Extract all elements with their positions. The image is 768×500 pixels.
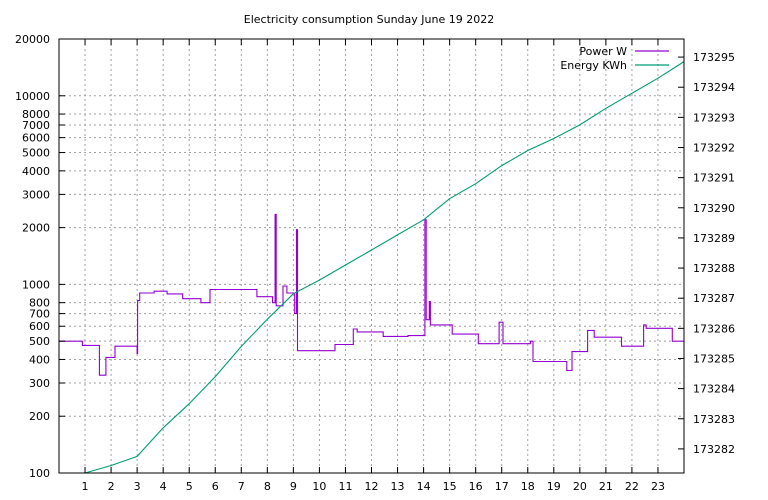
y2-tick-label: 173282 bbox=[693, 443, 735, 456]
power-series-line bbox=[59, 213, 684, 376]
y2-tick-label: 173292 bbox=[693, 142, 735, 155]
x-tick-label: 19 bbox=[547, 480, 561, 493]
x-tick-label: 9 bbox=[290, 480, 297, 493]
y-tick-label: 300 bbox=[29, 377, 50, 390]
y-tick-label: 7000 bbox=[22, 119, 50, 132]
legend-label-energy: Energy KWh bbox=[560, 59, 627, 72]
x-tick-label: 20 bbox=[573, 480, 587, 493]
y-tick-label: 10000 bbox=[15, 90, 50, 103]
y2-tick-label: 173286 bbox=[693, 322, 735, 335]
y-tick-label: 200 bbox=[29, 410, 50, 423]
y2-tick-label: 173293 bbox=[693, 111, 735, 124]
x-tick-label: 23 bbox=[651, 480, 665, 493]
x-tick-label: 4 bbox=[160, 480, 167, 493]
y-tick-label: 700 bbox=[29, 308, 50, 321]
x-tick-label: 18 bbox=[521, 480, 535, 493]
plot-series bbox=[59, 61, 685, 474]
legend: Power W Energy KWh bbox=[560, 45, 669, 72]
x-tick-label: 2 bbox=[108, 480, 115, 493]
x-tick-label: 11 bbox=[338, 480, 352, 493]
y-tick-label: 6000 bbox=[22, 132, 50, 145]
y2-tick-label: 173284 bbox=[693, 383, 735, 396]
x-tick-label: 12 bbox=[365, 480, 379, 493]
y-tick-label: 100 bbox=[29, 467, 50, 480]
energy-series-line bbox=[84, 61, 685, 474]
x-tick-label: 3 bbox=[134, 480, 141, 493]
legend-label-power: Power W bbox=[579, 45, 627, 58]
y2-tick-label: 173294 bbox=[693, 81, 735, 94]
x-tick-label: 5 bbox=[186, 480, 193, 493]
y-tick-label: 3000 bbox=[22, 188, 50, 201]
y2-tick-label: 173285 bbox=[693, 352, 735, 365]
x-tick-label: 15 bbox=[443, 480, 457, 493]
y2-tick-label: 173289 bbox=[693, 232, 735, 245]
x-tick-label: 6 bbox=[212, 480, 219, 493]
x-tick-label: 17 bbox=[495, 480, 509, 493]
y2-tick-label: 173291 bbox=[693, 172, 735, 185]
x-tick-label: 14 bbox=[417, 480, 431, 493]
y-tick-label: 600 bbox=[29, 320, 50, 333]
x-tick-label: 8 bbox=[264, 480, 271, 493]
y2-tick-label: 173295 bbox=[693, 51, 735, 64]
x-tick-label: 13 bbox=[391, 480, 405, 493]
y-tick-label: 400 bbox=[29, 353, 50, 366]
y-tick-label: 8000 bbox=[22, 108, 50, 121]
y2-tick-label: 173283 bbox=[693, 413, 735, 426]
y-tick-label: 2000 bbox=[22, 222, 50, 235]
y2-tick-label: 173287 bbox=[693, 292, 735, 305]
y2-tick-label: 173288 bbox=[693, 262, 735, 275]
x-tick-label: 7 bbox=[238, 480, 245, 493]
x-tick-label: 1 bbox=[82, 480, 89, 493]
y-tick-label: 1000 bbox=[22, 278, 50, 291]
y-tick-label: 500 bbox=[29, 335, 50, 348]
y2-tick-label: 173290 bbox=[693, 202, 735, 215]
x-tick-label: 10 bbox=[312, 480, 326, 493]
grid bbox=[59, 38, 684, 474]
y-tick-label: 5000 bbox=[22, 147, 50, 160]
chart-title: Electricity consumption Sunday June 19 2… bbox=[244, 13, 494, 26]
x-tick-label: 21 bbox=[599, 480, 613, 493]
x-tick-label: 16 bbox=[469, 480, 483, 493]
y-tick-label: 800 bbox=[29, 297, 50, 310]
y-tick-label: 20000 bbox=[15, 33, 50, 46]
x-tick-label: 22 bbox=[625, 480, 639, 493]
y-tick-label: 4000 bbox=[22, 165, 50, 178]
axes: 1 2 3 4 5 6 7 8 9 10 11 12 13 14 15 16 17 18 19 20 21 22 23100… bbox=[15, 33, 735, 493]
